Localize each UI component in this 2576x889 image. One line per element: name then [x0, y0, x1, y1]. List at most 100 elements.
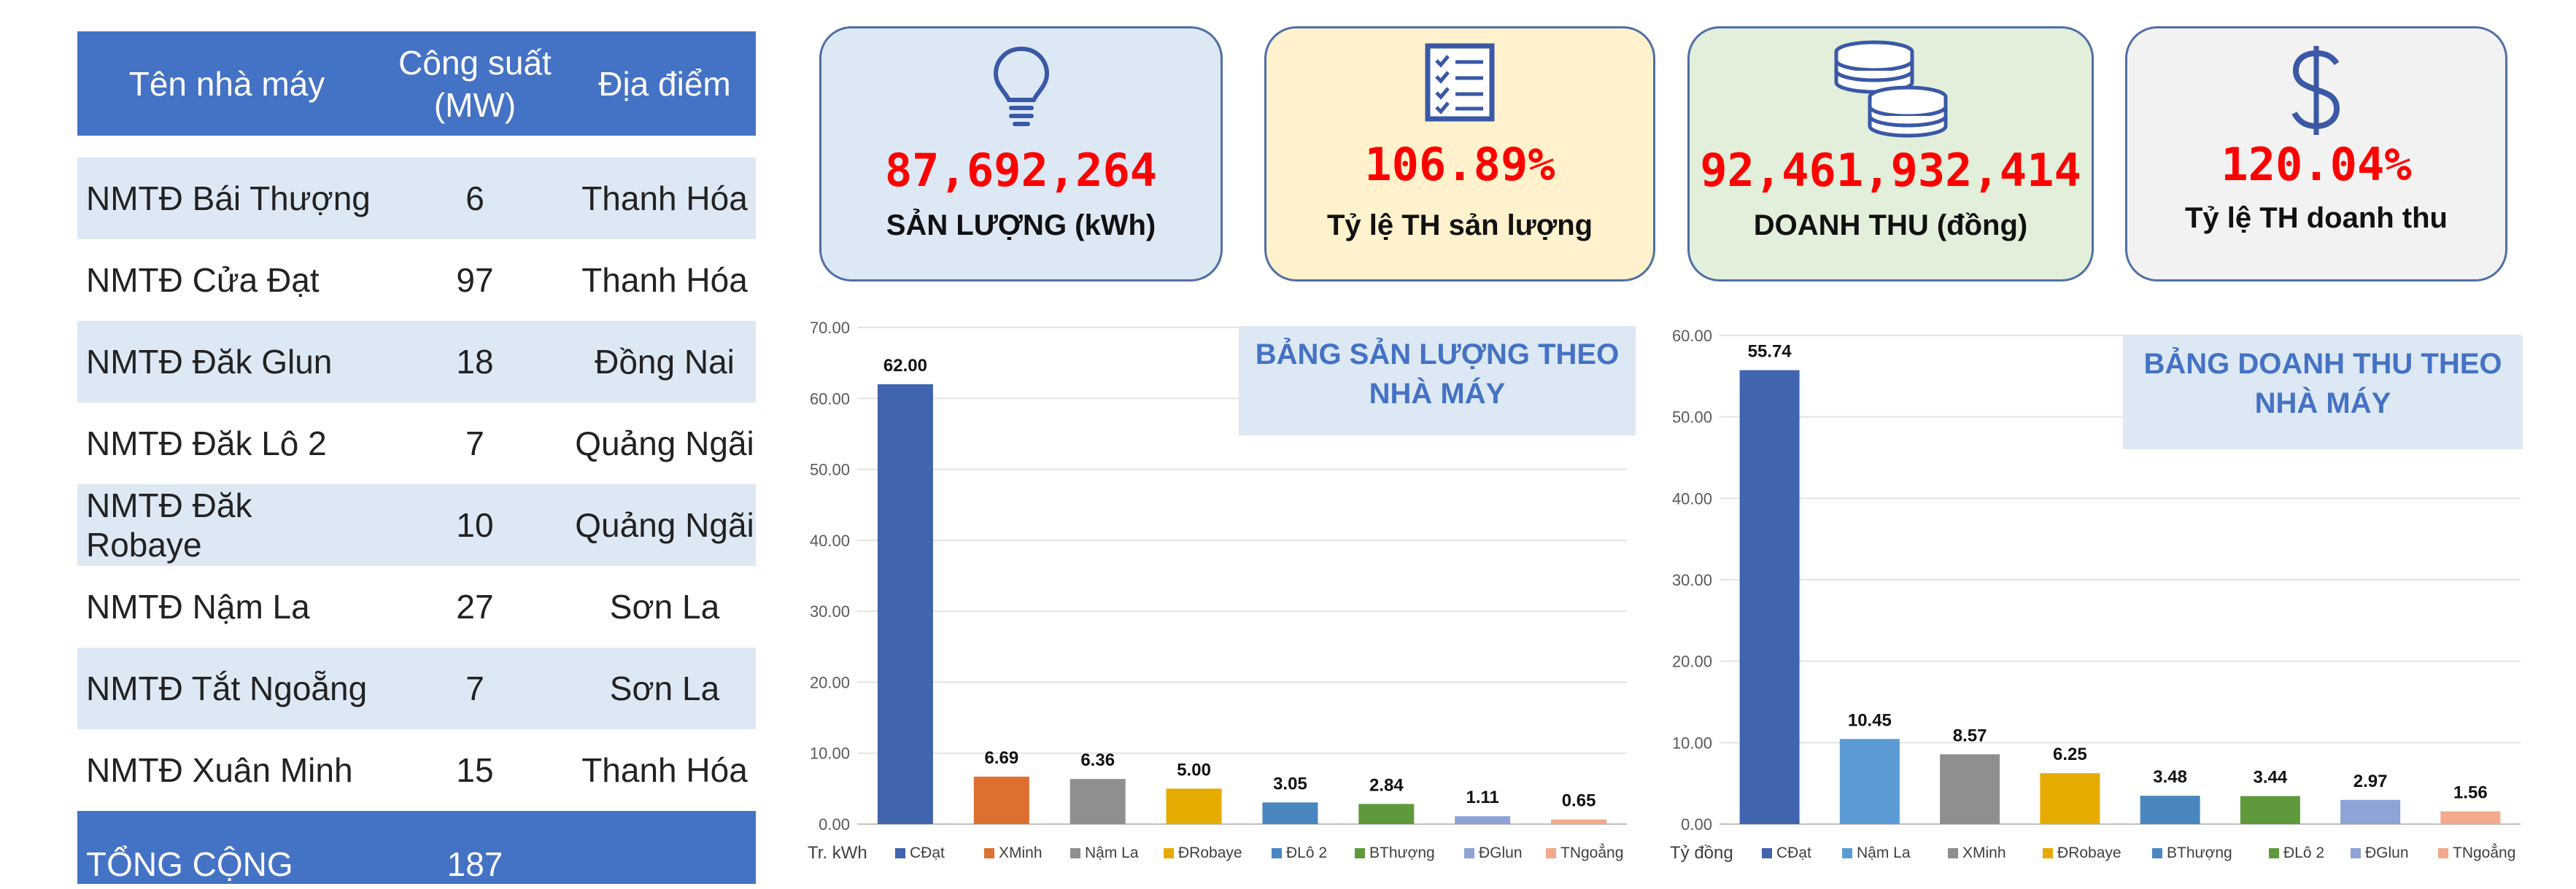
plant-location: Thanh Hóa — [573, 729, 756, 811]
legend-swatch — [895, 848, 905, 858]
kpi-value: 120.04% — [2221, 138, 2412, 191]
header-capacity-line2: (MW) — [433, 85, 517, 124]
table-row: NMTĐ Xuân Minh 15 Thanh Hóa — [77, 729, 756, 811]
bar — [2140, 796, 2200, 824]
kpi-label: Tỷ lệ TH sản lượng — [1326, 209, 1593, 241]
total-location — [573, 811, 756, 884]
data-label: 0.65 — [1562, 791, 1596, 811]
kpi-value: 106.89% — [1364, 138, 1555, 191]
chart-1-svg: 0.00 10.00 20.00 30.00 40.00 50.00 60.00 70.00 6… — [808, 319, 1627, 863]
plant-table: Tên nhà máy Công suất (MW) Địa điểm NMTĐ… — [77, 31, 756, 884]
data-label: 6.69 — [984, 748, 1018, 768]
legend-entry: BThượng — [2167, 845, 2232, 861]
y-axis-unit-label: Tỷ đồng — [1670, 843, 1733, 863]
y-tick-label: 60.00 — [1672, 327, 1712, 345]
legend-swatch — [1164, 848, 1174, 858]
y-tick-label: 0.00 — [819, 815, 850, 834]
table-row: NMTĐ Nậm La 27 Sơn La — [77, 566, 756, 648]
plant-location: Quảng Ngãi — [573, 484, 756, 566]
plant-location: Thanh Hóa — [573, 239, 756, 321]
legend-entry: Nậm La — [1857, 845, 1911, 861]
legend-swatch — [1762, 848, 1772, 858]
plant-name: NMTĐ Bái Thượng — [77, 158, 376, 239]
plant-location: Sơn La — [573, 566, 756, 648]
y-tick-label: 20.00 — [1672, 653, 1712, 671]
data-label: 6.25 — [2053, 745, 2087, 764]
plant-capacity: 15 — [376, 729, 573, 811]
chart-output-by-plant: 0.00 10.00 20.00 30.00 40.00 50.00 60.00 70.00 6… — [799, 306, 1656, 882]
legend-entry: TNgoẳng — [2453, 844, 2515, 861]
table-row: NMTĐ Đăk Robaye 10 Quảng Ngãi — [77, 484, 756, 566]
kpi-label: SẢN LƯỢNG (kWh) — [886, 209, 1156, 241]
total-capacity: 187 — [376, 811, 573, 884]
legend-swatch — [1464, 848, 1474, 858]
bar — [1358, 804, 1415, 824]
legend-entry: TNgoẳng — [1560, 844, 1623, 861]
bar — [2040, 773, 2100, 824]
y-tick-label: 70.00 — [810, 319, 850, 337]
data-label: 2.84 — [1369, 775, 1404, 795]
plant-name: NMTĐ Xuân Minh — [77, 729, 376, 811]
plant-capacity: 97 — [376, 239, 573, 321]
legend-entry: ĐGlun — [2365, 845, 2409, 861]
legend-swatch — [2269, 848, 2279, 858]
kpi-label: Tỷ lệ TH doanh thu — [2185, 202, 2448, 234]
legend-entry: Nậm La — [1085, 845, 1139, 861]
total-label: TỔNG CỘNG — [77, 811, 376, 884]
chart-revenue-by-plant: 0.00 10.00 20.00 30.00 40.00 50.00 60.00 55.74 1… — [1652, 306, 2576, 882]
y-tick-label: 10.00 — [1672, 734, 1712, 752]
legend-entry: XMinh — [999, 845, 1043, 861]
plant-capacity: 7 — [376, 403, 573, 484]
legend-entry: BThượng — [1369, 845, 1435, 861]
legend-swatch — [2351, 848, 2361, 858]
kpi-value: 92,461,932,414 — [1700, 144, 2081, 197]
bar — [2240, 796, 2300, 824]
dollar-icon — [2287, 43, 2345, 141]
y-tick-label: 10.00 — [810, 745, 850, 763]
plant-name: NMTĐ Nậm La — [77, 566, 376, 648]
bar — [2340, 799, 2401, 824]
header-location: Địa điểm — [573, 31, 756, 136]
bar — [1551, 819, 1607, 824]
legend-entry: XMinh — [1962, 845, 2006, 861]
y-tick-label: 20.00 — [810, 673, 850, 691]
bar — [1455, 816, 1511, 824]
plant-location: Sơn La — [573, 648, 756, 729]
table-row: NMTĐ Bái Thượng 6 Thanh Hóa — [77, 158, 756, 239]
header-capacity-line1: Công suất — [398, 43, 552, 82]
data-label: 3.48 — [2153, 767, 2187, 787]
plant-name: NMTĐ Đăk Lô 2 — [77, 403, 376, 484]
legend-swatch — [1070, 848, 1080, 858]
plant-capacity: 18 — [376, 321, 573, 403]
table-row: NMTĐ Đăk Glun 18 Đồng Nai — [77, 321, 756, 403]
table-row: NMTĐ Đăk Lô 2 7 Quảng Ngãi — [77, 403, 756, 484]
plant-location: Thanh Hóa — [573, 158, 756, 239]
y-tick-label: 0.00 — [1681, 815, 1712, 834]
y-tick-label: 40.00 — [1672, 489, 1712, 508]
plant-capacity: 7 — [376, 648, 573, 729]
legend-entry: ĐRobaye — [2057, 845, 2121, 861]
plant-capacity: 6 — [376, 158, 573, 239]
kpi-value: 87,692,264 — [884, 144, 1158, 197]
legend-swatch — [2152, 848, 2162, 858]
data-label: 6.36 — [1080, 750, 1115, 770]
y-tick-label: 30.00 — [810, 602, 850, 621]
plant-capacity: 10 — [376, 484, 573, 566]
data-label: 3.44 — [2254, 768, 2288, 788]
legend-swatch — [984, 848, 994, 858]
plant-capacity: 27 — [376, 566, 573, 648]
bar — [2440, 811, 2501, 824]
bar — [1262, 802, 1318, 824]
coins-icon — [1829, 39, 1953, 144]
plant-location: Quảng Ngãi — [573, 403, 756, 484]
table-spacer — [77, 136, 756, 158]
y-tick-label: 30.00 — [1672, 571, 1712, 589]
checklist-icon — [1425, 43, 1495, 127]
kpi-card-output-rate: 106.89% Tỷ lệ TH sản lượng — [1264, 26, 1655, 282]
legend-entry: ĐGlun — [1479, 845, 1523, 861]
bar — [1940, 754, 2000, 824]
legend-entry: ĐRobaye — [1178, 845, 1242, 861]
table-row: NMTĐ Tắt Ngoẵng 7 Sơn La — [77, 648, 756, 729]
legend-entry: CĐạt — [910, 845, 945, 861]
bar — [1166, 788, 1222, 824]
